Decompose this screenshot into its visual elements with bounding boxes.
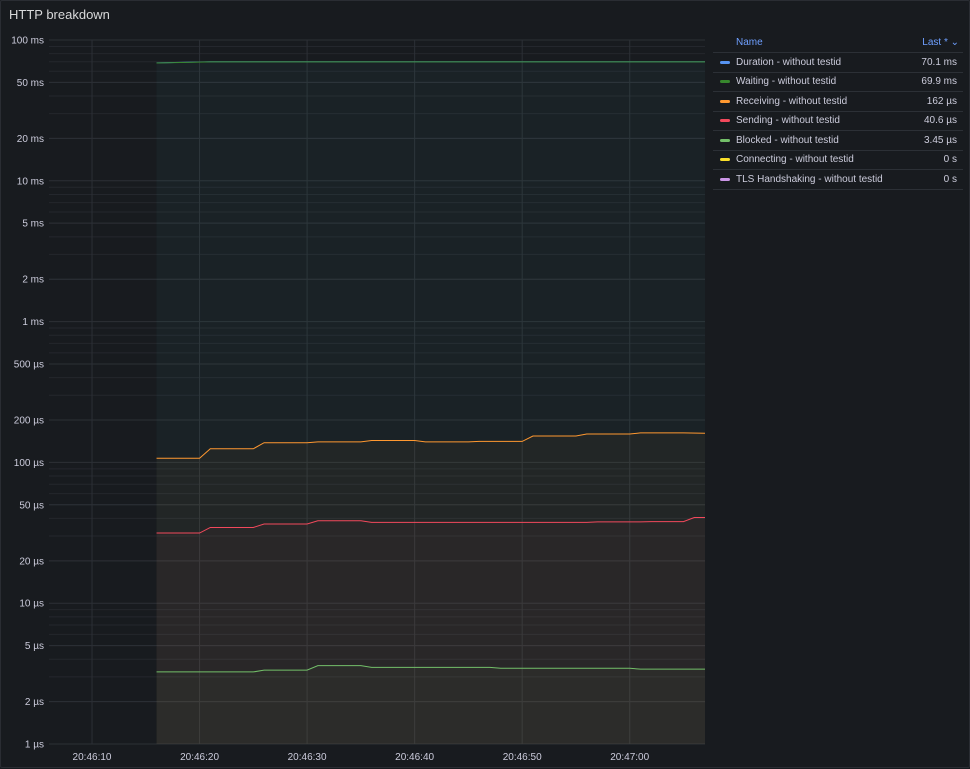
legend-item[interactable]: Duration - without testid 70.1 ms — [713, 53, 963, 73]
y-tick-label: 5 ms — [22, 219, 44, 230]
legend-item-value: 0 s — [943, 154, 957, 166]
y-tick-label: 500 µs — [14, 359, 44, 370]
series-area — [156, 517, 705, 744]
series-area — [156, 61, 705, 745]
legend-item-value: 3.45 µs — [923, 134, 957, 146]
x-tick-label: 20:46:20 — [180, 752, 219, 763]
legend-item-value: 0 s — [943, 173, 957, 185]
legend-item-value: 69.9 ms — [921, 76, 957, 88]
legend-item-value: 70.1 ms — [921, 56, 957, 68]
legend-swatch — [720, 60, 730, 64]
y-tick-label: 2 µs — [25, 697, 44, 708]
y-tick-label: 200 µs — [14, 416, 44, 427]
legend-item[interactable]: Waiting - without testid 69.9 ms — [713, 73, 963, 92]
legend: Name Last * ⌄ Duration - without testid 7… — [713, 33, 963, 190]
legend-item-name: Waiting - without testid — [736, 76, 837, 88]
y-tick-label: 1 ms — [22, 317, 44, 328]
series-area — [156, 432, 705, 744]
series-area — [156, 61, 705, 745]
y-tick-label: 10 µs — [19, 599, 44, 610]
series-line — [156, 61, 705, 64]
x-tick-label: 20:46:10 — [73, 752, 112, 763]
legend-swatch — [720, 177, 730, 181]
legend-item[interactable]: Receiving - without testid 162 µs — [713, 92, 963, 112]
legend-item-name: TLS Handshaking - without testid — [736, 173, 883, 185]
legend-item[interactable]: Sending - without testid 40.6 µs — [713, 112, 963, 131]
legend-item[interactable]: Connecting - without testid 0 s — [713, 151, 963, 170]
legend-swatch — [720, 158, 730, 162]
legend-item-name: Sending - without testid — [736, 115, 840, 127]
legend-name-header[interactable]: Name — [736, 37, 763, 48]
legend-header: Name Last * ⌄ — [713, 33, 963, 53]
panel-title[interactable]: HTTP breakdown — [9, 7, 110, 22]
y-tick-label: 100 ms — [11, 36, 44, 47]
legend-swatch — [720, 119, 730, 123]
legend-swatch — [720, 80, 730, 84]
legend-swatch — [720, 99, 730, 103]
y-tick-label: 50 µs — [19, 500, 44, 511]
y-tick-label: 100 µs — [14, 458, 44, 469]
x-tick-label: 20:47:00 — [610, 752, 649, 763]
x-tick-label: 20:46:50 — [503, 752, 542, 763]
series-line — [156, 432, 706, 459]
legend-item-name: Blocked - without testid — [736, 134, 839, 146]
legend-rows: Duration - without testid 70.1 ms Waiting … — [713, 53, 963, 190]
y-tick-label: 20 µs — [19, 556, 44, 567]
legend-item-value: 40.6 µs — [923, 115, 957, 127]
y-tick-label: 10 ms — [17, 176, 44, 187]
series-area — [156, 665, 705, 744]
legend-item[interactable]: Blocked - without testid 3.45 µs — [713, 131, 963, 151]
legend-item-name: Connecting - without testid — [736, 154, 854, 166]
y-tick-label: 5 µs — [25, 641, 44, 652]
y-tick-label: 1 µs — [25, 740, 44, 751]
y-tick-label: 2 ms — [22, 275, 44, 286]
x-tick-label: 20:46:30 — [288, 752, 327, 763]
legend-item-value: 162 µs — [926, 95, 957, 107]
y-tick-label: 20 ms — [17, 134, 44, 145]
legend-item-name: Receiving - without testid — [736, 95, 848, 107]
series-line — [156, 517, 705, 534]
y-tick-label: 50 ms — [17, 78, 44, 89]
series-line — [156, 665, 705, 673]
legend-sort-header[interactable]: Last * ⌄ — [922, 37, 959, 48]
x-tick-label: 20:46:40 — [395, 752, 434, 763]
legend-item[interactable]: TLS Handshaking - without testid 0 s — [713, 170, 963, 190]
legend-item-name: Duration - without testid — [736, 56, 842, 68]
legend-swatch — [720, 138, 730, 142]
